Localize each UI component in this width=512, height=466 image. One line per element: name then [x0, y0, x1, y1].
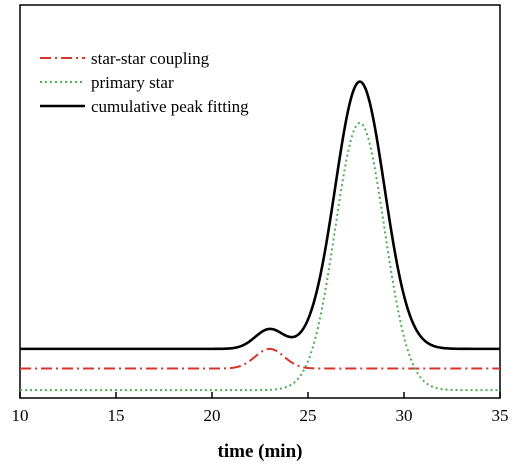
series-layer: [20, 82, 500, 391]
x-axis-label: time (min): [218, 441, 303, 462]
x-tick-label: 10: [12, 406, 29, 425]
legend-label-1: star-star coupling: [91, 49, 210, 68]
x-tick-label: 25: [300, 406, 317, 425]
series-line-1: [20, 349, 500, 369]
legend: star-star coupling primary star cumulative…: [40, 49, 249, 116]
x-tick-label: 30: [396, 406, 413, 425]
series-line-3: [20, 82, 500, 349]
x-tick-label: 15: [108, 406, 125, 425]
x-axis-ticks: 10 15 20 25 30 35: [12, 392, 509, 425]
x-tick-label: 35: [492, 406, 509, 425]
x-tick-label: 20: [204, 406, 221, 425]
legend-label-3: cumulative peak fitting: [91, 97, 249, 116]
legend-label-2: primary star: [91, 73, 174, 92]
